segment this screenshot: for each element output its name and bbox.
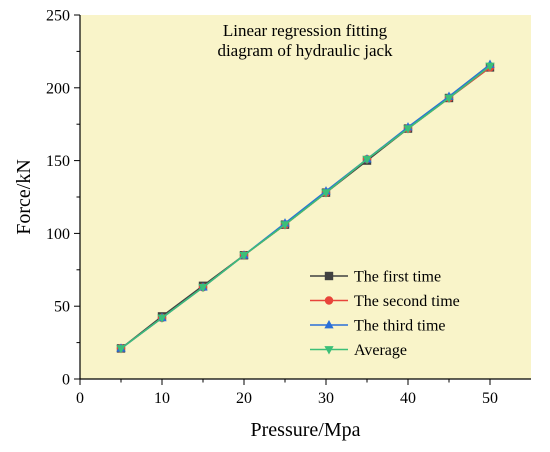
- data-point: [116, 345, 126, 354]
- y-tick-label: 0: [62, 372, 70, 389]
- series-4: [116, 62, 495, 354]
- data-point: [403, 125, 413, 134]
- legend: The first time The second time The third t…: [310, 269, 460, 359]
- data-point: [444, 94, 454, 104]
- y-axis-title: Force/kN: [13, 159, 35, 235]
- data-point: [157, 314, 167, 323]
- x-tick-label: 10: [154, 390, 170, 407]
- x-tick-label: 30: [318, 390, 334, 407]
- x-tick-label: 20: [236, 390, 252, 407]
- series-layer: [116, 59, 495, 354]
- legend-item-3: The third time: [310, 318, 446, 335]
- legend-marker: [324, 319, 334, 329]
- data-point: [362, 155, 372, 165]
- series-line-4: [120, 65, 491, 350]
- legend-label: Average: [354, 342, 407, 359]
- x-tick-label: 40: [400, 390, 416, 407]
- legend-label: The second time: [354, 293, 460, 310]
- legend-marker: [324, 296, 334, 305]
- plot-area: [80, 15, 531, 379]
- legend-label: The third time: [354, 318, 446, 335]
- y-tick-label: 200: [46, 80, 70, 97]
- y-tick-label: 50: [54, 299, 70, 316]
- data-point: [280, 221, 290, 230]
- data-point: [321, 189, 331, 198]
- data-point: [239, 251, 249, 261]
- legend-item-1: The first time: [310, 269, 441, 286]
- y-tick-label: 150: [46, 153, 70, 170]
- x-axis-title: Pressure/Mpa: [251, 419, 361, 441]
- x-tick-label: 0: [76, 390, 84, 407]
- legend-item-2: The second time: [310, 293, 460, 310]
- data-point: [485, 62, 495, 71]
- legend-label: The first time: [354, 269, 441, 286]
- legend-item-4: Average: [310, 342, 407, 359]
- data-point: [198, 283, 208, 293]
- legend-marker: [324, 346, 334, 355]
- axes-layer: 0 10 20 30 40 50 0 50 100 150 200 250: [46, 8, 531, 407]
- chart-title-line-2: diagram of hydraulic jack: [217, 41, 393, 60]
- legend-marker: [324, 271, 334, 281]
- y-tick-label: 250: [46, 8, 70, 25]
- y-tick-label: 100: [46, 226, 70, 243]
- chart-title-line-1: Linear regression fitting: [223, 21, 388, 40]
- x-tick-label: 50: [482, 390, 498, 407]
